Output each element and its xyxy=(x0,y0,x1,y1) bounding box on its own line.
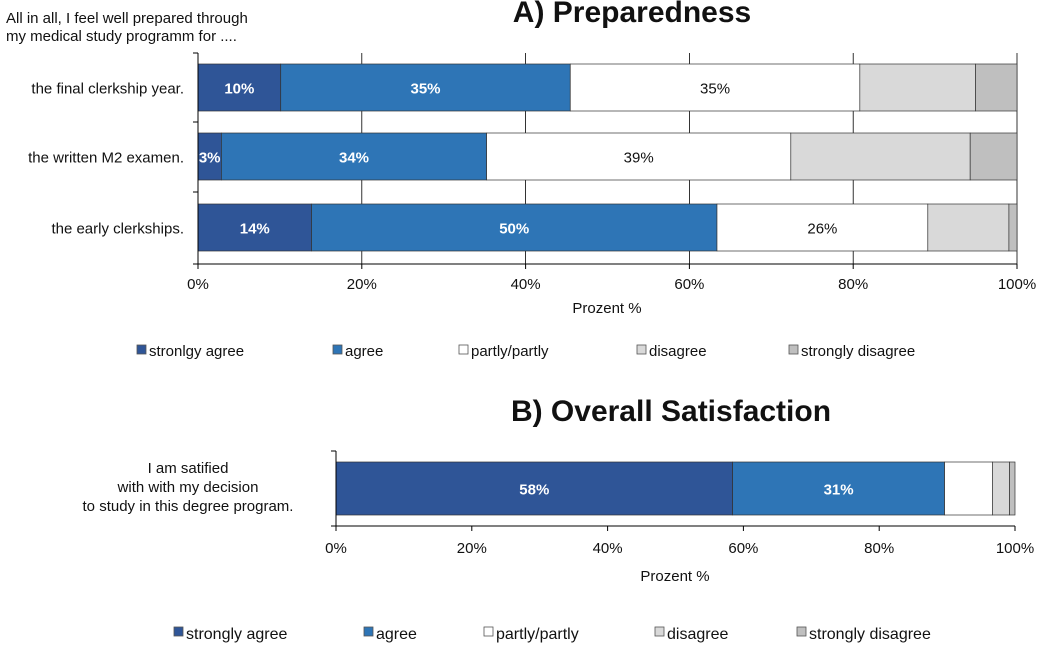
chart-a-category-label: the final clerkship year. xyxy=(31,81,184,98)
chart-b-bar-segment xyxy=(992,461,1010,516)
chart-a-bar-segment xyxy=(197,63,282,112)
chart-a-data-label: 35% xyxy=(410,81,440,98)
chart-a-bar-segment xyxy=(927,203,1010,252)
chart-a-legend-label: strongly disagree xyxy=(801,343,915,360)
chart-b-x-axis-label: Prozent % xyxy=(640,568,709,585)
chart-a-bar-segment xyxy=(280,63,571,112)
chart-b-legend-swatch xyxy=(796,626,807,637)
chart-a-x-tick-label: 100% xyxy=(998,276,1036,293)
chart-b-bar-segment xyxy=(1009,461,1016,516)
chart-a-data-label: 10% xyxy=(224,81,254,98)
chart-b-x-tick-label: 100% xyxy=(996,540,1034,557)
chart-a-x-tick-label: 80% xyxy=(838,276,868,293)
chart-a-data-label: 26% xyxy=(807,221,837,238)
chart-b-x-tick-label: 40% xyxy=(593,540,623,557)
chart-a-legend-swatch xyxy=(332,344,343,355)
chart-b-bar-segment xyxy=(944,461,993,516)
chart-a-x-tick-label: 20% xyxy=(347,276,377,293)
chart-b-category-label-line: with with my decision xyxy=(117,479,259,496)
chart-a-bar-segment xyxy=(197,203,312,252)
chart-b-legend-swatch xyxy=(173,626,184,637)
chart-b-x-tick-label: 60% xyxy=(728,540,758,557)
chart-a-legend-label: partly/partly xyxy=(471,343,549,360)
chart-a-legend-label: disagree xyxy=(649,343,707,360)
chart-a-data-label: 3% xyxy=(199,150,221,167)
chart-b-category-label-line: I am satified xyxy=(148,460,229,477)
chart-b-legend-swatch xyxy=(483,626,494,637)
chart-a-bar-segment xyxy=(311,203,718,252)
chart-b-title: B) Overall Satisfaction xyxy=(511,395,831,428)
chart-a-bar-segment xyxy=(716,203,929,252)
chart-a-x-tick-label: 0% xyxy=(187,276,209,293)
chart-b-category-label-line: to study in this degree program. xyxy=(83,498,294,515)
chart-a-data-label: 35% xyxy=(700,81,730,98)
chart-b-x-tick-label: 0% xyxy=(325,540,347,557)
chart-b-legend-label: partly/partly xyxy=(496,626,579,643)
chart-b-legend-swatch xyxy=(654,626,665,637)
chart-a-data-label: 14% xyxy=(240,221,270,238)
chart-a-legend-label: agree xyxy=(345,343,383,360)
chart-a-legend-swatch xyxy=(636,344,647,355)
chart-b-legend-label: disagree xyxy=(667,626,728,643)
chart-a-legend-swatch xyxy=(136,344,147,355)
chart-a-bar-segment xyxy=(790,132,971,181)
chart-a-data-label: 34% xyxy=(339,150,369,167)
chart-b-x-tick-label: 80% xyxy=(864,540,894,557)
chart-a-subtitle-line: All in all, I feel well prepared through xyxy=(6,10,248,27)
chart-a-data-label: 39% xyxy=(624,150,654,167)
chart-a-category-label: the early clerkships. xyxy=(51,221,184,238)
chart-a-legend-label: stronlgy agree xyxy=(149,343,244,360)
chart-a-x-axis-label: Prozent % xyxy=(572,300,641,317)
chart-a-subtitle-line: my medical study programm for .... xyxy=(6,28,237,45)
chart-b-legend-swatch xyxy=(363,626,374,637)
chart-a-bar-segment xyxy=(859,63,976,112)
chart-a-bar-segment xyxy=(569,63,861,112)
chart-b-bar-segment xyxy=(732,461,945,516)
chart-b-bar-segment xyxy=(335,461,733,516)
chart-b-legend-label: strongly disagree xyxy=(809,626,931,643)
chart-a-data-label: 50% xyxy=(499,221,529,238)
chart-b-legend-label: strongly agree xyxy=(186,626,287,643)
chart-a-legend-swatch xyxy=(458,344,469,355)
chart-a-bar-segment xyxy=(975,63,1018,112)
chart-b-data-label: 31% xyxy=(824,482,854,499)
chart-a-x-tick-label: 60% xyxy=(674,276,704,293)
chart-a-bar-segment xyxy=(1008,203,1018,252)
chart-b-x-tick-label: 20% xyxy=(457,540,487,557)
chart-a-category-label: the written M2 examen. xyxy=(28,150,184,167)
chart-b-legend-label: agree xyxy=(376,626,417,643)
chart-a-x-tick-label: 40% xyxy=(511,276,541,293)
chart-a-title: A) Preparedness xyxy=(513,0,751,29)
chart-a-bar-segment xyxy=(969,132,1018,181)
chart-a-legend-swatch xyxy=(788,344,799,355)
chart-b-data-label: 58% xyxy=(519,482,549,499)
